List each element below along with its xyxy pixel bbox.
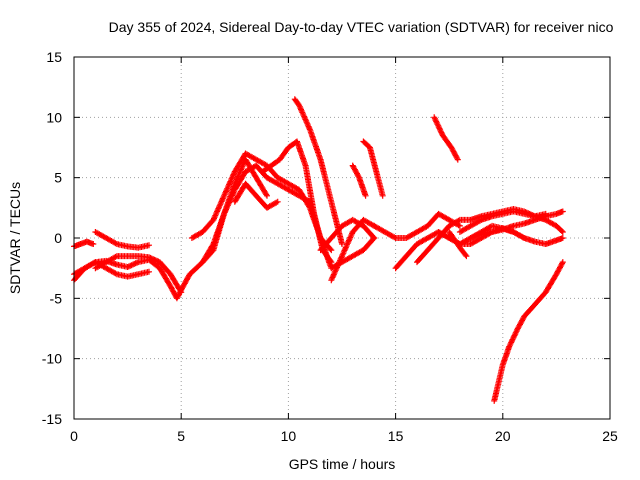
scatter-point-trail (349, 162, 369, 199)
series-arc-22 (467, 222, 528, 241)
series-arc-5 (92, 253, 185, 296)
data-points (71, 96, 566, 404)
scatter-point-trail (360, 138, 386, 199)
scatter-point-trail (328, 216, 378, 284)
x-axis-label: GPS time / hours (289, 456, 396, 472)
scatter-point-trail (371, 210, 463, 241)
scatter-point-trail (446, 229, 470, 260)
scatter-point-trail (456, 208, 549, 235)
series-arc-12 (328, 216, 378, 284)
scatter-point-trail (491, 259, 566, 404)
series-arc-14 (360, 138, 386, 199)
y-tick-label: 0 (54, 230, 62, 246)
y-axis-label: SDTVAR / TECUs (7, 182, 23, 294)
x-tick-label: 25 (602, 428, 618, 444)
series-arc-4 (92, 229, 152, 251)
series-arc-11 (317, 216, 378, 254)
series-arc-23 (446, 229, 470, 260)
series-arc-13 (349, 162, 369, 199)
chart-title: Day 355 of 2024, Sidereal Day-to-day VTE… (109, 19, 614, 35)
scatter-point-trail (467, 222, 528, 241)
scatter-point-trail (317, 216, 378, 254)
y-tick-label: 10 (46, 109, 62, 125)
series-arc-20 (491, 259, 566, 404)
x-tick-label: 0 (70, 428, 78, 444)
series-arc-15 (371, 210, 463, 241)
scatter-point-trail (92, 229, 152, 251)
series-arc-8 (231, 180, 281, 211)
y-tick-label: -10 (42, 351, 62, 367)
scatter-point-trail (71, 238, 97, 250)
x-tick-label: 5 (177, 428, 185, 444)
y-tick-label: -15 (42, 411, 62, 427)
scatter-point-trail (431, 114, 461, 163)
scatter-point-trail (92, 253, 185, 296)
x-tick-label: 15 (388, 428, 404, 444)
y-tick-label: 15 (46, 49, 62, 65)
axis-ticks: 0 5 10 15 20 25 -15 -10 -5 0 5 10 15 (42, 49, 618, 444)
x-tick-label: 20 (495, 428, 511, 444)
scatter-point-trail (199, 156, 270, 266)
series-arc-19 (431, 114, 461, 163)
series-arc-7 (199, 156, 270, 266)
y-tick-label: -5 (50, 290, 63, 306)
scatter-point-trail (231, 180, 281, 211)
series-arc-21 (456, 208, 549, 235)
x-tick-label: 10 (281, 428, 297, 444)
series-arc-3 (71, 238, 97, 250)
y-tick-label: 5 (54, 170, 62, 186)
